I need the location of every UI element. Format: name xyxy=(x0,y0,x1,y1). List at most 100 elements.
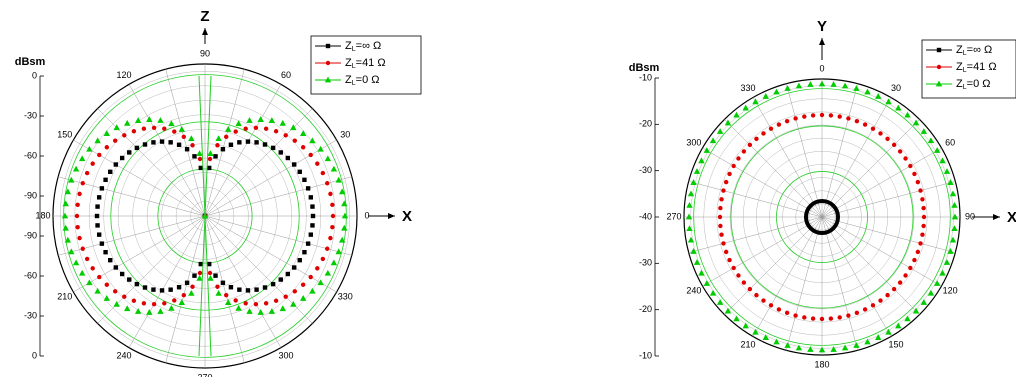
data-ring xyxy=(804,199,840,235)
data-point xyxy=(308,274,313,280)
data-point xyxy=(273,298,279,303)
data-point xyxy=(86,145,93,152)
data-point xyxy=(837,315,842,320)
grid-spoke xyxy=(204,215,282,348)
data-point xyxy=(198,261,203,267)
data-point xyxy=(862,122,868,127)
grid-spoke xyxy=(702,216,823,287)
data-point xyxy=(308,195,314,200)
data-point xyxy=(324,269,332,276)
data-point xyxy=(113,124,120,131)
data-point xyxy=(315,266,320,271)
data-point xyxy=(297,169,302,175)
data-point xyxy=(918,188,923,193)
data-point xyxy=(776,122,782,127)
data-point xyxy=(220,147,226,152)
data-point xyxy=(291,162,297,167)
legend-marker xyxy=(325,60,331,66)
data-point xyxy=(308,152,313,158)
data-point xyxy=(97,152,102,158)
data-point xyxy=(317,279,324,286)
data-point xyxy=(828,316,834,321)
grid-spoke xyxy=(821,216,942,287)
data-point xyxy=(315,161,320,166)
data-point xyxy=(693,259,701,265)
data-point xyxy=(807,81,814,87)
data-point xyxy=(122,133,127,138)
arrow-head-up xyxy=(202,28,208,35)
data-point xyxy=(793,116,798,121)
data-point xyxy=(891,142,897,148)
data-point xyxy=(64,236,72,243)
data-point xyxy=(95,223,100,228)
grid-spoke xyxy=(204,215,245,363)
data-point xyxy=(94,137,101,144)
data-point xyxy=(320,256,326,262)
null-line xyxy=(198,75,212,357)
data-point xyxy=(103,249,108,255)
data-point xyxy=(784,310,790,316)
data-point xyxy=(747,286,753,292)
data-point xyxy=(341,224,348,231)
data-point xyxy=(283,133,288,138)
data-point xyxy=(891,286,897,292)
data-point xyxy=(228,142,234,147)
legend-label-value: =∞ Ω xyxy=(967,44,993,56)
data-point xyxy=(94,213,100,219)
legend-marker xyxy=(936,47,942,53)
data-point xyxy=(78,269,86,276)
angle-label: 330 xyxy=(740,83,755,93)
data-point xyxy=(731,265,736,271)
data-point xyxy=(709,289,717,296)
data-point xyxy=(754,292,759,298)
data-point xyxy=(761,131,766,136)
data-point xyxy=(237,287,242,292)
data-point xyxy=(807,346,814,352)
data-point xyxy=(108,169,113,175)
grid-spoke xyxy=(204,176,352,217)
data-point xyxy=(159,288,165,293)
data-point xyxy=(300,145,306,150)
grid-spoke xyxy=(204,215,337,293)
data-point xyxy=(213,273,218,278)
grid-spoke xyxy=(204,108,313,217)
data-point xyxy=(762,334,769,340)
data-point xyxy=(853,342,860,348)
data-point xyxy=(235,120,242,127)
data-point xyxy=(793,313,798,318)
legend-subscript: L xyxy=(963,50,967,57)
data-point xyxy=(718,205,723,211)
angle-label: 270 xyxy=(666,211,681,221)
data-point xyxy=(885,292,890,298)
data-point xyxy=(207,156,213,162)
data-point xyxy=(933,147,941,153)
data-point xyxy=(113,265,119,270)
legend-label: ZL=41 Ω xyxy=(956,61,997,74)
polar-chart-1: 0 30 60 90 120 150 180 210 240 270 300 330 0 -30 -60 -9… xyxy=(15,8,422,377)
data-point xyxy=(157,117,164,123)
angle-label: 0 xyxy=(364,210,369,220)
data-point xyxy=(864,338,871,345)
angle-label: 300 xyxy=(278,351,293,361)
data-point xyxy=(134,281,140,287)
data-point xyxy=(768,303,774,308)
data-point xyxy=(196,274,203,281)
grid-spoke xyxy=(821,216,956,253)
series-1 xyxy=(717,112,927,322)
data-point xyxy=(317,145,324,152)
data-point xyxy=(104,282,110,287)
data-point xyxy=(862,307,868,312)
data-point xyxy=(933,280,941,286)
data-point xyxy=(215,284,220,289)
data-point xyxy=(736,156,741,161)
data-point xyxy=(278,277,283,282)
data-point xyxy=(784,118,790,124)
data-point xyxy=(308,232,314,237)
data-point xyxy=(192,273,197,278)
data-point xyxy=(693,168,701,174)
data-point xyxy=(330,224,335,230)
data-point xyxy=(99,186,105,191)
data-point xyxy=(262,285,268,290)
data-point xyxy=(142,142,148,147)
